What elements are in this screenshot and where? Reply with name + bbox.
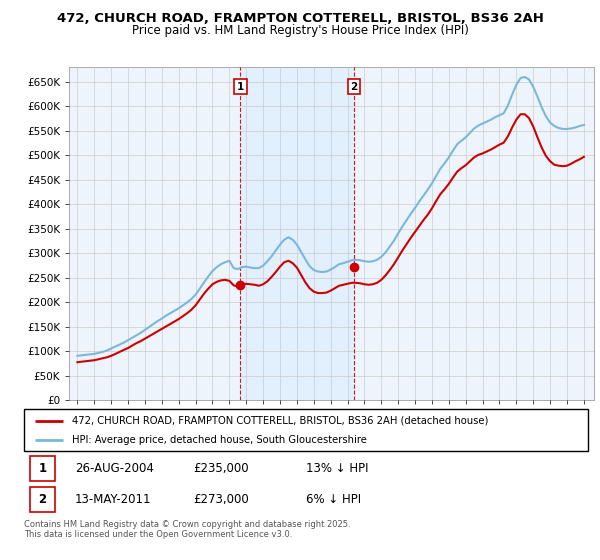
Text: 472, CHURCH ROAD, FRAMPTON COTTERELL, BRISTOL, BS36 2AH (detached house): 472, CHURCH ROAD, FRAMPTON COTTERELL, BR… — [72, 416, 488, 426]
Text: 2: 2 — [38, 493, 46, 506]
Text: £235,000: £235,000 — [193, 462, 249, 475]
Text: HPI: Average price, detached house, South Gloucestershire: HPI: Average price, detached house, Sout… — [72, 435, 367, 445]
Text: Contains HM Land Registry data © Crown copyright and database right 2025.
This d: Contains HM Land Registry data © Crown c… — [24, 520, 350, 539]
Text: 13% ↓ HPI: 13% ↓ HPI — [306, 462, 368, 475]
Text: 26-AUG-2004: 26-AUG-2004 — [75, 462, 154, 475]
Text: 13-MAY-2011: 13-MAY-2011 — [75, 493, 151, 506]
Text: 1: 1 — [237, 82, 244, 92]
Text: £273,000: £273,000 — [193, 493, 249, 506]
Text: 2: 2 — [350, 82, 358, 92]
Bar — [29, 487, 55, 512]
Text: 1: 1 — [38, 462, 46, 475]
Bar — [29, 456, 55, 480]
Text: 6% ↓ HPI: 6% ↓ HPI — [306, 493, 361, 506]
Text: 472, CHURCH ROAD, FRAMPTON COTTERELL, BRISTOL, BS36 2AH: 472, CHURCH ROAD, FRAMPTON COTTERELL, BR… — [56, 12, 544, 25]
Text: Price paid vs. HM Land Registry's House Price Index (HPI): Price paid vs. HM Land Registry's House … — [131, 24, 469, 36]
Bar — [241, 67, 354, 400]
